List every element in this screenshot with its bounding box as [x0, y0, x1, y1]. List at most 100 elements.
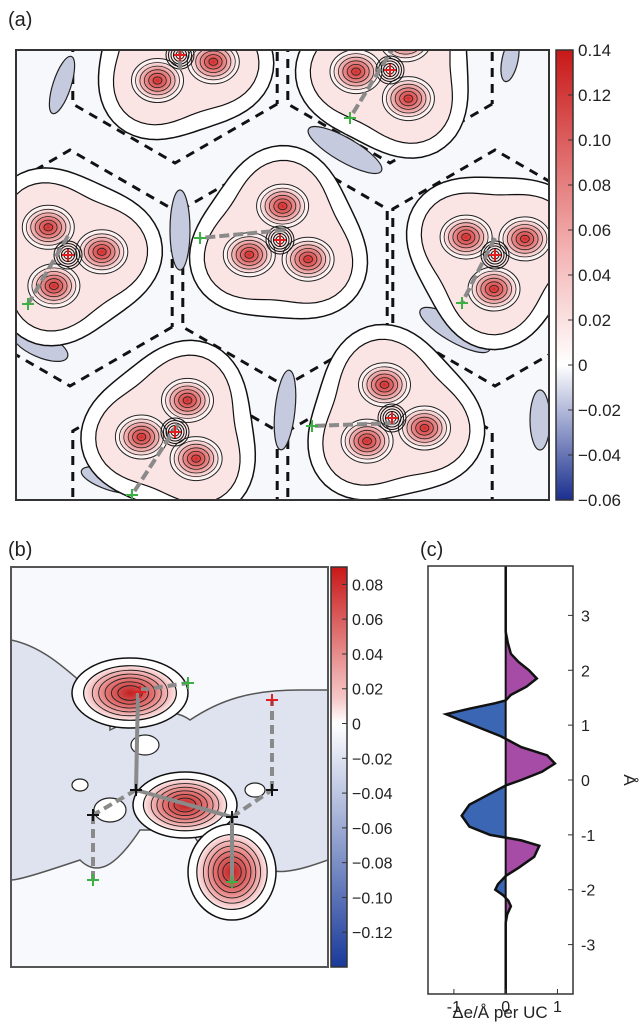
colorbar-tick-label: 0.06: [578, 221, 611, 240]
lobe-contour: [244, 250, 255, 259]
lobe: [398, 405, 451, 451]
colorbar-tick-label: 0.06: [352, 612, 383, 629]
contour-inner: [110, 681, 150, 705]
negative-region-8: [529, 389, 549, 451]
lobe: [75, 229, 129, 275]
lobe-contour: [344, 422, 390, 460]
negative-region-6: [500, 50, 520, 83]
lobe-contour: [156, 12, 182, 34]
marker-red: [62, 249, 74, 261]
y-tick-label: 1: [581, 718, 590, 735]
core-contour: [377, 403, 407, 433]
core-contour: [382, 408, 402, 428]
lobe: [381, 76, 435, 122]
charge-site-1: [294, 50, 469, 159]
lobe-contour: [88, 240, 116, 264]
bond-line: [199, 228, 286, 240]
lobe-contour: [173, 440, 219, 478]
lobe-contour: [132, 429, 151, 445]
colorbar-tick-label: 0.12: [578, 86, 611, 105]
bond-line: [348, 50, 395, 120]
charge-site-3: [188, 144, 369, 320]
panel-b-label: (b): [8, 539, 32, 561]
panel-a-colorbar: 0.14 0.12 0.10 0.08 0.06 0.04 0.02 0 −0.02 −0.04 −…: [555, 41, 621, 510]
pocket-2: [244, 782, 266, 798]
lobe-contour: [342, 60, 370, 83]
panel-a-label: (a): [8, 9, 32, 31]
path-line-1: [134, 691, 140, 791]
marker-red: [384, 64, 396, 76]
panel-b-frame: [10, 566, 329, 968]
negative-region-4: [273, 369, 297, 451]
lobe-contour: [178, 443, 215, 474]
x-tick-label: 0: [501, 999, 510, 1016]
path-line-6: [230, 788, 274, 819]
lobe-top: [71, 657, 189, 729]
y-tick-label: -3: [581, 938, 595, 955]
lobe-contour: [386, 50, 425, 59]
x-tick-label: 1: [553, 999, 562, 1016]
lobe-contour: [484, 281, 504, 297]
hex-cell-2: [16, 148, 174, 388]
marker-red: [134, 686, 146, 698]
y-tick-label: 2: [581, 663, 590, 680]
charge-site-0: [97, 12, 275, 141]
positive-area: [505, 566, 555, 994]
lobe: [358, 362, 411, 408]
colorbar-tick-label: 0.02: [352, 682, 383, 699]
lobe-contour: [148, 72, 167, 89]
lobe-contour: [43, 223, 54, 232]
lobe-contour: [277, 202, 288, 211]
y-tick-label: 0: [581, 773, 590, 790]
lobe-contour: [290, 244, 327, 275]
bond-line: [26, 234, 70, 306]
colorbar-tick-label: 0.08: [578, 176, 611, 195]
colorbar-tick-label: −0.04: [578, 446, 621, 465]
colorbar-tick-label: −0.06: [578, 491, 621, 510]
lobe-contour: [173, 389, 202, 412]
colorbar-tick-label: 0.14: [578, 41, 611, 60]
lobe-contour: [30, 212, 67, 243]
colorbar-tick-label: 0.10: [578, 131, 611, 150]
core-contour: [375, 55, 405, 85]
marker-green: [22, 298, 34, 310]
lobe-contour: [135, 62, 180, 99]
panel-a-frame: [15, 49, 550, 501]
hex-cell-5: [71, 370, 279, 500]
lobe: [281, 236, 335, 282]
lobe-contour: [39, 219, 58, 235]
marker-green: [194, 232, 206, 244]
lobe-contour: [370, 373, 399, 397]
lobe: [439, 214, 493, 260]
contour-inner: [150, 783, 220, 827]
core-contour: [61, 248, 75, 262]
hex-cell-4: [391, 148, 549, 388]
core-contour: [483, 243, 507, 267]
lobe-contour: [31, 267, 77, 305]
colorbar-tick-label: 0.04: [352, 647, 383, 664]
marker-green: [456, 297, 468, 309]
y-tick-label: 3: [581, 608, 590, 625]
lobe-contour: [83, 237, 120, 267]
lobe-contour: [165, 381, 210, 419]
lobe-contour: [204, 54, 223, 70]
lobe-contour: [191, 454, 201, 463]
core-contour: [273, 233, 287, 247]
lobe-contour: [480, 277, 508, 301]
marker-green: [344, 112, 356, 124]
pocket-3: [71, 778, 89, 792]
lobe-contour: [511, 227, 539, 251]
lobe-contour: [410, 416, 439, 440]
negative-region-1: [169, 189, 191, 271]
lobe-contour: [195, 50, 232, 77]
charge-site-2: [16, 167, 164, 347]
marker-black: [130, 784, 142, 796]
lobe-contour: [403, 94, 414, 103]
lobe-contour: [375, 377, 394, 393]
contour-inner: [91, 669, 169, 717]
lobe-contour: [268, 194, 297, 218]
lobe-contour: [515, 231, 535, 247]
contour-inner: [162, 790, 208, 820]
path-line-0: [139, 681, 189, 692]
profile-line: [442, 566, 557, 994]
